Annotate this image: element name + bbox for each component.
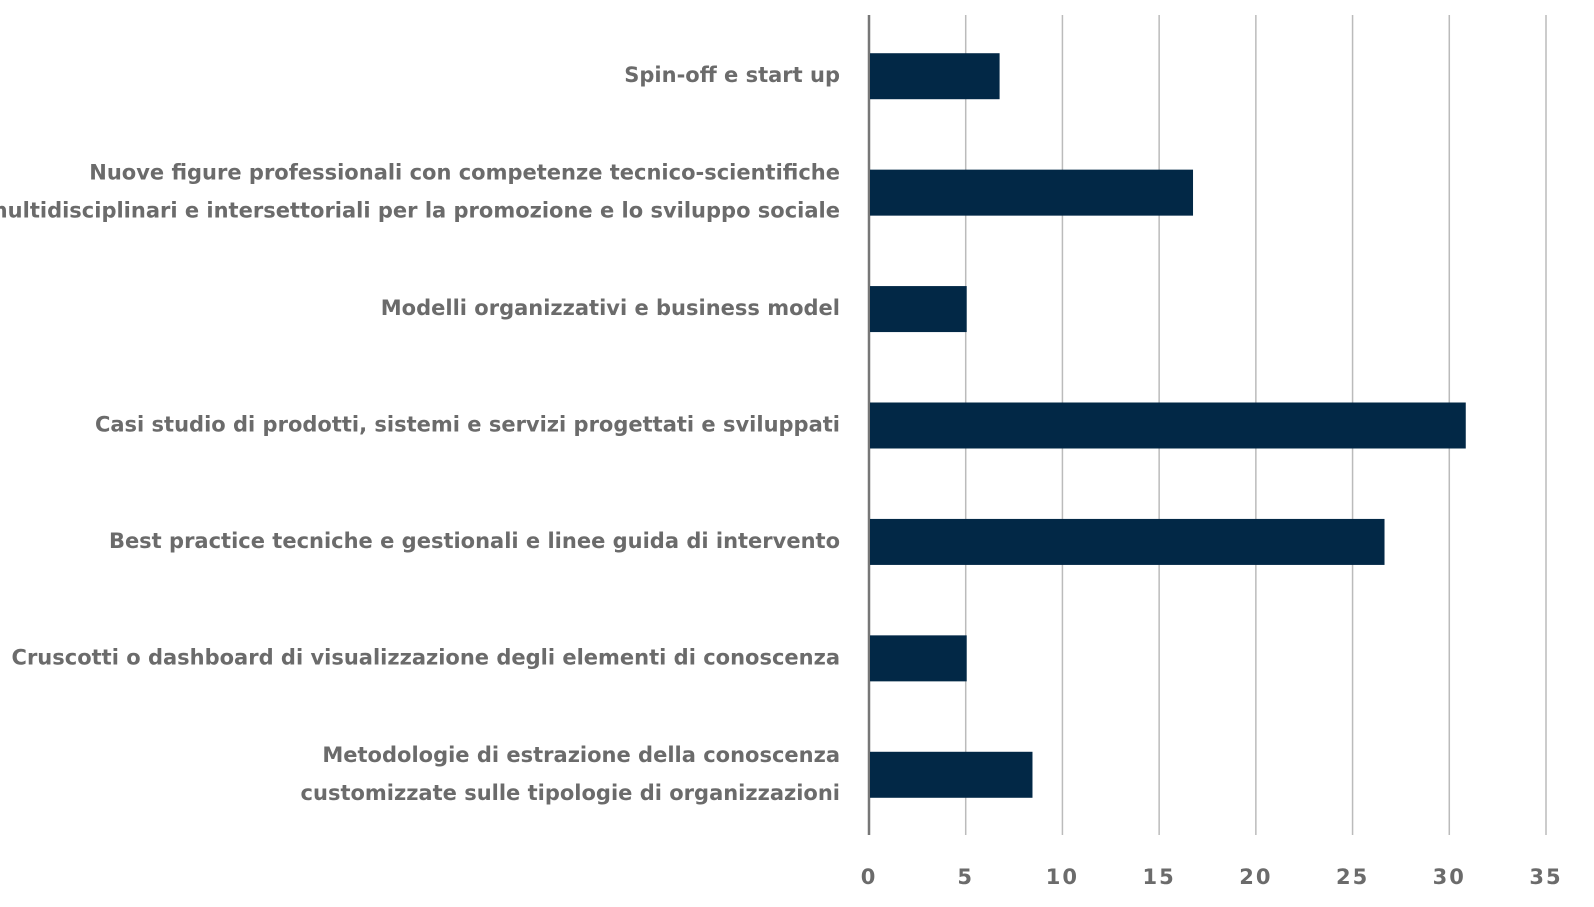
x-tick-label: 35 — [1529, 865, 1562, 889]
x-tick-label: 5 — [957, 865, 974, 889]
x-tick-label: 25 — [1336, 865, 1369, 889]
y-tick-label: Nuove figure professionali con competenz… — [89, 161, 840, 185]
bar — [870, 402, 1466, 449]
bar — [870, 286, 967, 333]
y-tick-label: Spin-off e start up — [624, 63, 840, 87]
x-tick-label: 30 — [1433, 865, 1466, 889]
y-tick-label: multidisciplinari e intersettoriali per … — [0, 199, 840, 223]
bar — [870, 751, 1033, 798]
y-tick-label: Metodologie di estrazione della conoscen… — [322, 743, 840, 767]
y-tick-label: Best practice tecniche e gestionali e li… — [109, 529, 840, 553]
bar — [870, 53, 1000, 100]
x-tick-label: 20 — [1239, 865, 1272, 889]
x-tick-label: 10 — [1046, 865, 1079, 889]
bar — [870, 635, 967, 682]
x-tick-label: 15 — [1143, 865, 1176, 889]
y-tick-label: Cruscotti o dashboard di visualizzazione… — [12, 645, 840, 669]
y-tick-label: Modelli organizzativi e business model — [381, 296, 840, 320]
x-tick-label: 0 — [861, 865, 878, 889]
y-tick-label: customizzate sulle tipologie di organizz… — [301, 781, 840, 805]
bar — [870, 169, 1194, 216]
bar — [870, 518, 1385, 565]
y-tick-label: Casi studio di prodotti, sistemi e servi… — [95, 413, 840, 437]
